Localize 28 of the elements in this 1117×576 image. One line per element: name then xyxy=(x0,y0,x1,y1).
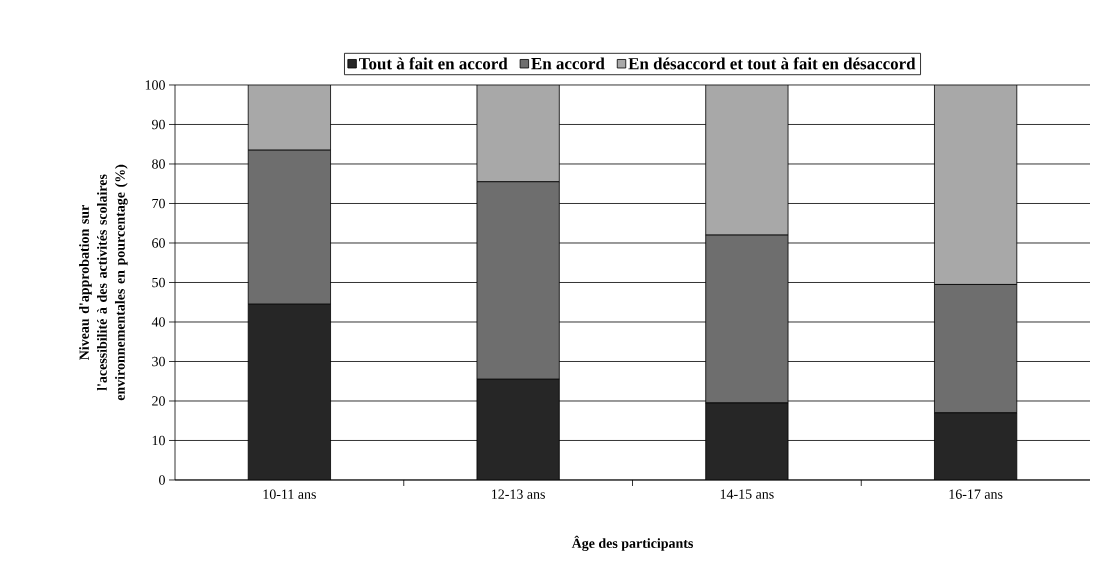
legend-label: Tout à fait en accord xyxy=(359,57,508,70)
y-tick-label: 0 xyxy=(159,475,165,485)
y-tick-label: 10 xyxy=(152,435,165,446)
y-tick-label: 90 xyxy=(151,119,165,130)
bar xyxy=(705,84,789,236)
x-tick-label: 14-15 ans xyxy=(720,489,774,499)
y-tick-label: 60 xyxy=(152,238,165,248)
y-tick-label: 20 xyxy=(152,396,165,406)
y-tick-label: 70 xyxy=(152,198,165,209)
bar xyxy=(705,402,789,480)
bar xyxy=(247,303,331,480)
bar xyxy=(476,378,560,480)
legend-label: En désaccord et tout à fait en désaccord xyxy=(628,57,916,70)
bar xyxy=(934,84,1018,285)
y-tick-label: 40 xyxy=(151,317,165,327)
y-axis-title: Niveau d'approbation sur l'acessibilité à des activités scolaires environnementales en pourcentage (%) xyxy=(79,164,128,401)
x-axis-title: Âge des participants xyxy=(571,535,693,551)
y-tick-label: 50 xyxy=(152,277,165,288)
x-tick-label: 16-17 ans xyxy=(949,489,1003,499)
legend-label: En accord xyxy=(531,57,605,70)
x-tick-label: 12-13 ans xyxy=(492,489,545,499)
bar xyxy=(476,84,560,183)
y-tick-label: 30 xyxy=(152,356,165,367)
bar xyxy=(934,412,1018,480)
bar xyxy=(247,84,331,151)
y-tick-label: 100 xyxy=(145,80,165,90)
x-tick-label: 10-11 ans xyxy=(263,489,316,499)
y-tick-label: 80 xyxy=(152,159,165,169)
